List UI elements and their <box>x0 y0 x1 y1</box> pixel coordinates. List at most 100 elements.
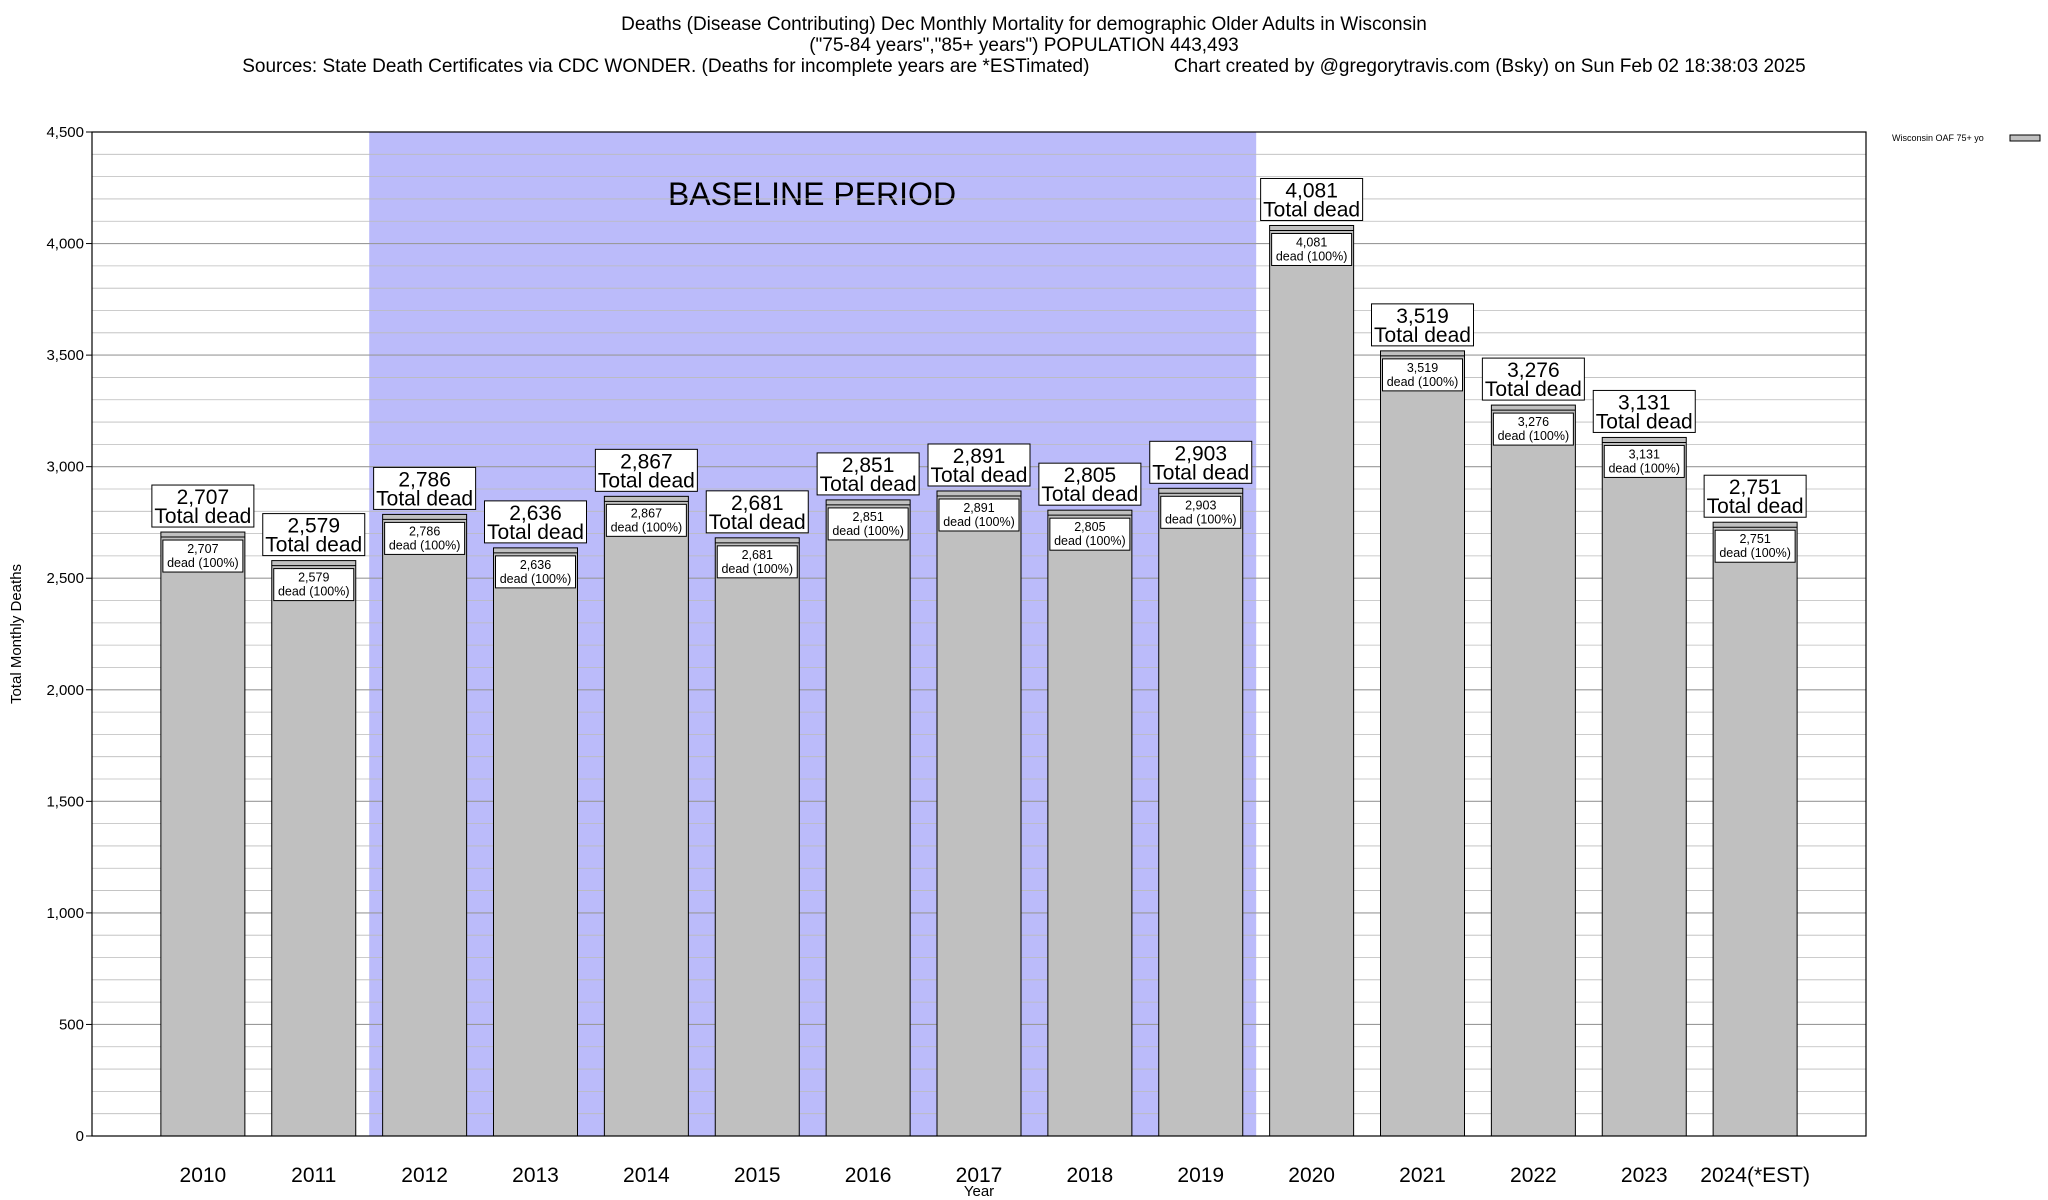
inner-value-label: 2,903 <box>1185 498 1216 512</box>
total-dead-label: Total dead <box>1707 495 1804 518</box>
bar <box>1490 404 1576 1137</box>
total-label-box <box>373 466 477 510</box>
inner-value-label: 2,707 <box>187 542 218 556</box>
total-dead-label: Total dead <box>265 534 362 557</box>
inner-value-label: 2,867 <box>631 506 662 520</box>
bar <box>825 499 911 1137</box>
inner-value-label: 2,851 <box>852 510 883 524</box>
inner-dead-label: dead (100%) <box>167 556 239 570</box>
total-dead-label: Total dead <box>1374 324 1471 347</box>
x-tick-label: 2010 <box>180 1164 227 1187</box>
bar <box>1601 436 1687 1137</box>
total-dead-label: Total dead <box>1596 410 1693 433</box>
inner-dead-label: dead (100%) <box>1276 249 1348 263</box>
total-dead-label: Total dead <box>1152 461 1249 484</box>
total-dead-label: Total dead <box>487 521 584 544</box>
bar <box>714 537 800 1137</box>
x-axis-title: Year <box>964 1183 994 1200</box>
x-tick-label: 2018 <box>1067 1164 1114 1187</box>
inner-value-label: 2,786 <box>409 524 440 538</box>
y-tick-label: 0 <box>76 1128 84 1145</box>
total-dead-label: Total dead <box>1041 483 1138 506</box>
bars-layer <box>160 224 1798 1137</box>
chart-subtitle: ("75-84 years","85+ years") POPULATION 4… <box>809 35 1239 56</box>
total-dead-label: Total dead <box>820 473 917 496</box>
bar <box>1269 224 1355 1137</box>
y-tick-label: 3,000 <box>46 459 84 476</box>
inner-label-box <box>384 521 466 555</box>
x-tick-label: 2023 <box>1621 1164 1668 1187</box>
x-tick-label: 2019 <box>1177 1164 1224 1187</box>
x-tick-label: 2016 <box>845 1164 892 1187</box>
bar <box>1380 350 1465 1137</box>
bar <box>271 560 357 1137</box>
inner-value-label: 2,751 <box>1739 532 1770 546</box>
legend-swatch <box>2009 134 2041 142</box>
total-value-label: 3,131 <box>1618 391 1671 414</box>
bar <box>382 513 468 1137</box>
y-tick-label: 4,500 <box>46 124 84 141</box>
total-dead-label: Total dead <box>1485 378 1582 401</box>
inner-dead-label: dead (100%) <box>1165 512 1237 526</box>
x-tick-label: 2024(*EST) <box>1700 1164 1810 1187</box>
chart-header: Deaths (Disease Contributing) Dec Monthl… <box>0 14 2048 77</box>
total-label-box <box>594 448 698 492</box>
total-value-label: 2,891 <box>953 445 1006 468</box>
total-value-label: 2,786 <box>398 468 451 491</box>
y-tick-label: 2,500 <box>46 570 84 587</box>
inner-value-label: 2,681 <box>742 548 773 562</box>
credit-text: Chart created by @gregorytravis.com (Bsk… <box>1173 56 1806 77</box>
total-label-box <box>927 443 1031 487</box>
total-dead-label: Total dead <box>931 464 1028 487</box>
total-label-box <box>1371 303 1474 347</box>
total-label-box <box>151 484 255 528</box>
bar <box>603 495 689 1137</box>
inner-dead-label: dead (100%) <box>500 572 572 586</box>
total-value-label: 2,805 <box>1064 464 1117 487</box>
total-value-label: 2,636 <box>509 502 562 525</box>
inner-label-box <box>1382 358 1463 392</box>
inner-label-box <box>827 507 909 541</box>
total-label-box <box>1038 462 1142 506</box>
inner-dead-label: dead (100%) <box>611 520 683 534</box>
inner-value-label: 3,519 <box>1407 361 1438 375</box>
inner-label-box <box>1160 495 1242 529</box>
legend: Wisconsin OAF 75+ yo <box>1892 133 2041 143</box>
x-tick-label: 2021 <box>1399 1164 1446 1187</box>
x-tick-label: 2022 <box>1510 1164 1557 1187</box>
inner-value-label: 2,891 <box>963 501 994 515</box>
inner-label-box <box>1492 412 1574 446</box>
inner-label-box <box>1714 529 1796 563</box>
inner-dead-label: dead (100%) <box>832 524 904 538</box>
total-label-box <box>262 513 366 557</box>
inner-label-box <box>716 545 798 579</box>
inner-value-label: 2,636 <box>520 558 551 572</box>
total-dead-label: Total dead <box>598 469 695 492</box>
x-tick-label: 2014 <box>623 1164 670 1187</box>
y-tick-label: 2,000 <box>46 682 84 699</box>
inner-dead-label: dead (100%) <box>1498 429 1570 443</box>
inner-value-label: 4,081 <box>1296 235 1327 249</box>
total-label-box <box>1481 357 1585 401</box>
x-tick-label: 2012 <box>401 1164 448 1187</box>
total-value-label: 2,751 <box>1729 476 1782 499</box>
inner-label-box <box>938 498 1020 532</box>
y-tick-label: 4,000 <box>46 236 84 253</box>
inner-label-box <box>1603 444 1685 478</box>
total-value-label: 2,851 <box>842 454 895 477</box>
y-tick-label: 1,000 <box>46 905 84 922</box>
total-label-box <box>1149 440 1253 484</box>
total-value-label: 2,903 <box>1174 442 1227 465</box>
x-tick-label: 2017 <box>956 1164 1003 1187</box>
inner-label-box <box>162 539 244 573</box>
x-tick-label: 2011 <box>291 1164 336 1187</box>
sources-text: Sources: State Death Certificates via CD… <box>242 56 1090 77</box>
total-dead-label: Total dead <box>154 505 251 528</box>
plot-frame <box>91 131 1867 1137</box>
chart-sources-line: Sources: State Death Certificates via CD… <box>0 56 2048 77</box>
inner-value-label: 2,805 <box>1074 520 1105 534</box>
axes-layer: 2010 2011 2012 2013 2014 2015 2016 2017 2018 2019… <box>8 124 1867 1200</box>
inner-dead-label: dead (100%) <box>1054 534 1126 548</box>
